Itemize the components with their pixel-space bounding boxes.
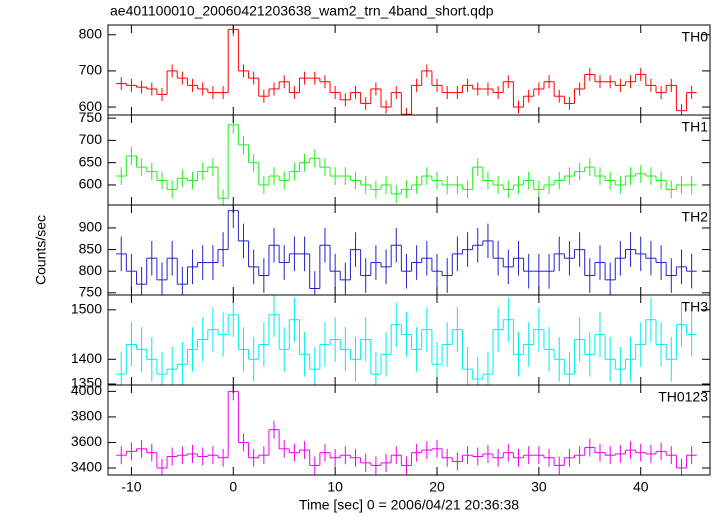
panel-frame xyxy=(107,384,711,476)
panel-frame xyxy=(107,114,711,206)
panel-label: TH3 xyxy=(682,299,709,315)
x-tick-label: -10 xyxy=(121,479,141,495)
y-tick-label: 600 xyxy=(79,98,103,114)
panel xyxy=(116,25,697,115)
y-tick-label: 800 xyxy=(79,25,103,41)
y-tick-label: 850 xyxy=(79,240,103,256)
y-axis-label: Counts/sec xyxy=(33,215,49,285)
panel-frame xyxy=(107,204,711,296)
y-tick-label: 3600 xyxy=(71,433,102,449)
x-axis-label: Time [sec] 0 = 2006/04/21 20:36:38 xyxy=(299,497,519,513)
y-tick-label: 900 xyxy=(79,219,103,235)
y-tick-label: 600 xyxy=(79,176,103,192)
y-tick-label: 650 xyxy=(79,153,103,169)
panel xyxy=(116,115,697,205)
y-tick-label: 700 xyxy=(79,62,103,78)
y-tick-label: 3400 xyxy=(71,459,102,475)
y-tick-label: 1350 xyxy=(71,375,102,391)
panel-label: TH0 xyxy=(682,29,709,45)
y-tick-label: 700 xyxy=(79,131,103,147)
panel-label: TH0123 xyxy=(658,389,708,405)
x-tick-label: 20 xyxy=(429,479,445,495)
chart-title: ae401100010_20060421203638_wam2_trn_4ban… xyxy=(110,3,494,19)
panel-label: TH1 xyxy=(682,119,709,135)
y-tick-label: 4000 xyxy=(71,382,102,398)
y-tick-label: 750 xyxy=(79,284,103,300)
x-tick-label: 10 xyxy=(327,479,343,495)
panel xyxy=(116,385,697,475)
y-tick-label: 750 xyxy=(79,109,103,125)
y-tick-label: 800 xyxy=(79,262,103,278)
panel-frame xyxy=(107,24,711,116)
x-tick-label: 40 xyxy=(633,479,649,495)
panel xyxy=(116,205,697,295)
y-tick-label: 1400 xyxy=(71,350,102,366)
y-tick-label: 3800 xyxy=(71,408,102,424)
panel xyxy=(116,295,697,385)
y-tick-label: 1500 xyxy=(71,301,102,317)
panel-label: TH2 xyxy=(682,209,709,225)
x-tick-label: 0 xyxy=(229,479,237,495)
x-tick-label: 30 xyxy=(531,479,547,495)
